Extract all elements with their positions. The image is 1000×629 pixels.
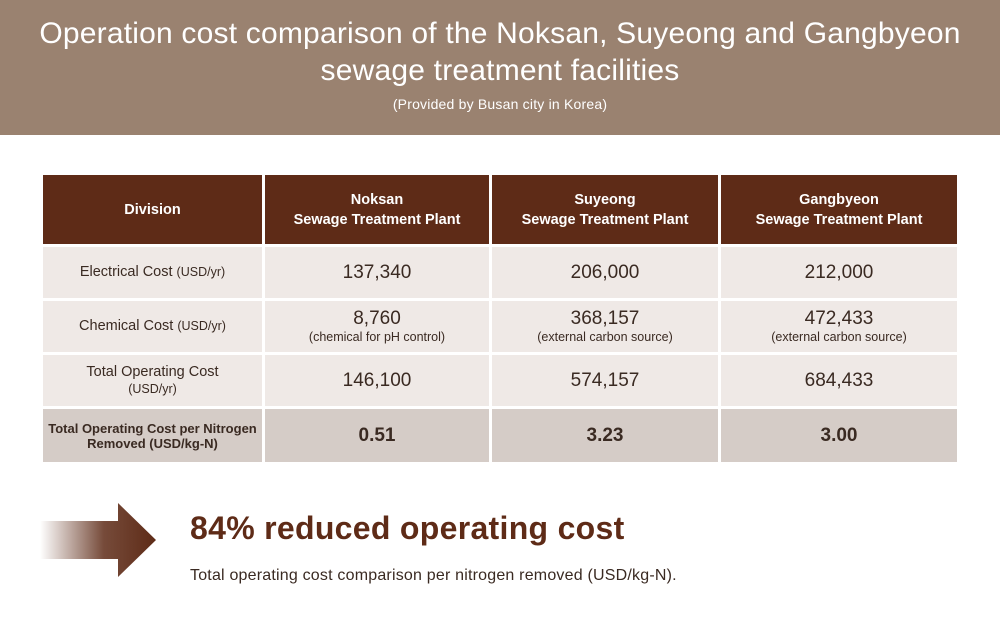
- header-gangbyeon-type: Sewage Treatment Plant: [755, 211, 923, 228]
- cell-note: (external carbon source): [771, 330, 907, 344]
- cell-per-nitrogen-gangbyeon: 3.00: [721, 409, 957, 462]
- cell-total-noksan: 146,100: [265, 355, 489, 406]
- page-title-line-2: sewage treatment facilities: [320, 54, 680, 87]
- cell-value: 146,100: [342, 369, 412, 391]
- row-label-unit: (USD/yr): [176, 265, 226, 279]
- cell-total-suyeong: 574,157: [492, 355, 718, 406]
- table-row-cost-per-nitrogen: Total Operating Cost per Nitrogen Remove…: [43, 409, 957, 462]
- cell-value: 3.00: [820, 424, 858, 446]
- header-gangbyeon: Gangbyeon Sewage Treatment Plant: [721, 175, 957, 244]
- cell-electrical-gangbyeon: 212,000: [721, 247, 957, 298]
- row-label-unit: (USD/yr): [177, 319, 226, 333]
- row-label-total-operating-cost: Total Operating Cost (USD/yr): [43, 355, 262, 406]
- page-subtitle: (Provided by Busan city in Korea): [392, 96, 608, 112]
- header-noksan-name: Noksan: [350, 191, 404, 208]
- row-label-text: Electrical Cost: [79, 264, 173, 280]
- cell-total-gangbyeon: 684,433: [721, 355, 957, 406]
- cell-chemical-noksan: 8,760 (chemical for pH control): [265, 301, 489, 352]
- cell-per-nitrogen-suyeong: 3.23: [492, 409, 718, 462]
- title-banner: Operation cost comparison of the Noksan,…: [0, 0, 1000, 135]
- cell-electrical-suyeong: 206,000: [492, 247, 718, 298]
- table-row-total-operating-cost: Total Operating Cost (USD/yr) 146,100 57…: [43, 355, 957, 406]
- row-label-electrical-cost: Electrical Cost (USD/yr): [43, 247, 262, 298]
- header-suyeong-type: Sewage Treatment Plant: [521, 211, 689, 228]
- summary-caption: Total operating cost comparison per nitr…: [190, 567, 677, 584]
- cell-value: 137,340: [342, 261, 412, 283]
- page-title: Operation cost comparison of the Noksan,…: [0, 0, 1000, 89]
- row-label-text: Total Operating Cost per Nitrogen Remove…: [48, 420, 257, 451]
- row-label-text: Chemical Cost: [79, 318, 174, 334]
- cell-value: 368,157: [570, 308, 640, 329]
- cell-note: (external carbon source): [537, 330, 673, 344]
- cell-chemical-suyeong: 368,157 (external carbon source): [492, 301, 718, 352]
- row-label-unit: (USD/yr): [128, 381, 177, 396]
- cell-value: 574,157: [570, 369, 640, 391]
- cost-comparison-table: Division Noksan Sewage Treatment Plant S…: [40, 172, 960, 465]
- summary-highlight: 84% reduced operating cost: [190, 510, 625, 546]
- table-row-electrical-cost: Electrical Cost (USD/yr) 137,340 206,000…: [43, 247, 957, 298]
- cell-value: 212,000: [804, 261, 874, 283]
- cell-value: 206,000: [570, 261, 640, 283]
- right-arrow-icon: [40, 503, 156, 577]
- cell-value: 8,760: [353, 308, 401, 329]
- header-noksan: Noksan Sewage Treatment Plant: [265, 175, 489, 244]
- header-noksan-type: Sewage Treatment Plant: [293, 211, 461, 228]
- row-label-text: Total Operating Cost: [86, 363, 219, 380]
- cell-note: (chemical for pH control): [308, 330, 446, 344]
- cell-electrical-noksan: 137,340: [265, 247, 489, 298]
- row-label-cost-per-nitrogen: Total Operating Cost per Nitrogen Remove…: [43, 409, 262, 462]
- header-division: Division: [43, 175, 262, 244]
- page-title-line-1: Operation cost comparison of the Noksan,…: [39, 17, 961, 50]
- header-suyeong-name: Suyeong: [574, 191, 636, 208]
- cell-chemical-gangbyeon: 472,433 (external carbon source): [721, 301, 957, 352]
- cell-value: 684,433: [804, 369, 874, 391]
- cell-value: 472,433: [804, 308, 874, 329]
- table-row-chemical-cost: Chemical Cost (USD/yr) 8,760 (chemical f…: [43, 301, 957, 352]
- cell-value: 3.23: [586, 424, 624, 446]
- header-suyeong: Suyeong Sewage Treatment Plant: [492, 175, 718, 244]
- row-label-chemical-cost: Chemical Cost (USD/yr): [43, 301, 262, 352]
- header-gangbyeon-name: Gangbyeon: [799, 191, 879, 208]
- table-header-row: Division Noksan Sewage Treatment Plant S…: [43, 175, 957, 244]
- header-division-label: Division: [124, 201, 181, 218]
- cell-per-nitrogen-noksan: 0.51: [265, 409, 489, 462]
- cell-value: 0.51: [358, 424, 396, 446]
